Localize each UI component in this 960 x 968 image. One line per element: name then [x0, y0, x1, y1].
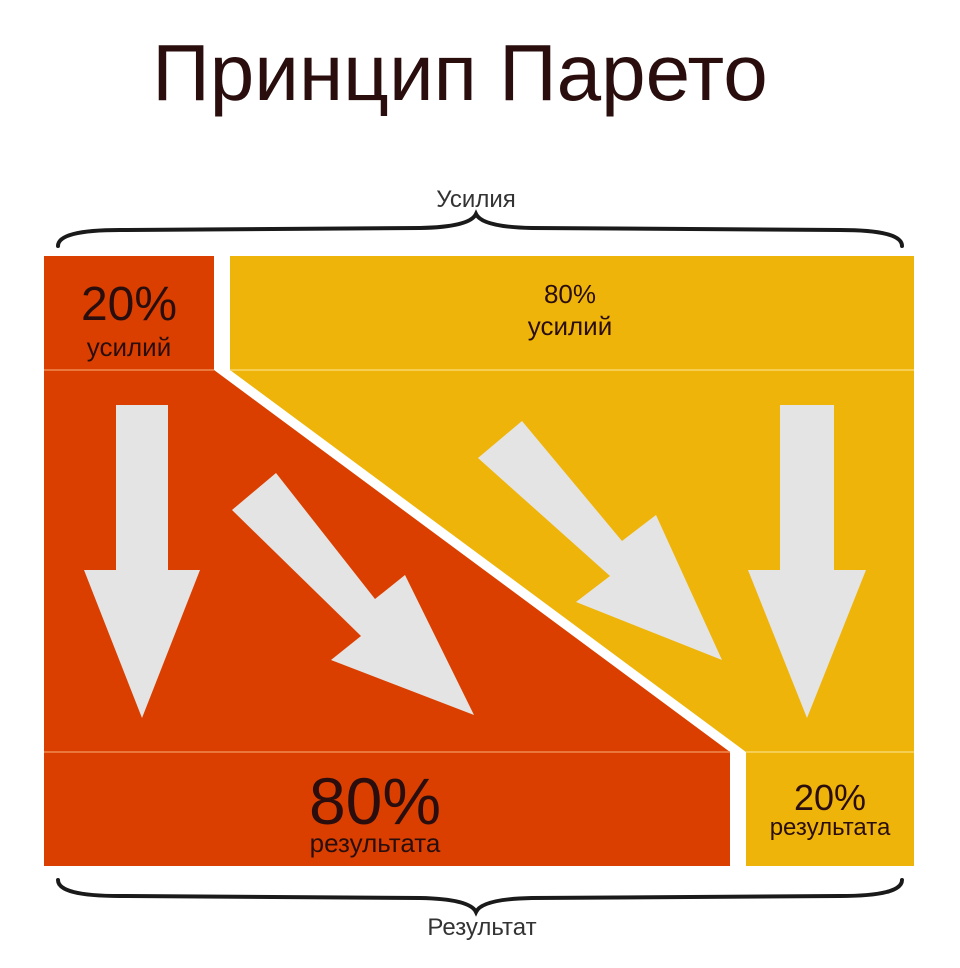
top-brace	[56, 209, 904, 248]
bottom-brace	[56, 878, 904, 917]
arrow-down-right-icon	[748, 405, 866, 718]
arrow-diagonal-yellow-icon	[478, 421, 722, 660]
page-title: Принцип Парето	[152, 28, 767, 117]
effort-small-percent: 20%	[81, 278, 177, 331]
effort-large-caption: усилий	[528, 311, 612, 341]
bottom-brace-label: Результат	[427, 914, 536, 941]
result-large-percent: 80%	[309, 764, 441, 838]
arrow-diagonal-red-icon	[232, 473, 474, 715]
top-brace-label: Усилия	[436, 186, 515, 213]
result-small-caption: результата	[770, 814, 891, 841]
effort-large-percent: 80%	[544, 279, 596, 309]
yellow-region	[230, 256, 914, 866]
red-region	[44, 256, 730, 866]
arrow-down-left-icon	[84, 405, 200, 718]
result-small-percent: 20%	[794, 777, 866, 818]
result-large-caption: результата	[310, 828, 441, 858]
effort-small-caption: усилий	[87, 332, 171, 362]
